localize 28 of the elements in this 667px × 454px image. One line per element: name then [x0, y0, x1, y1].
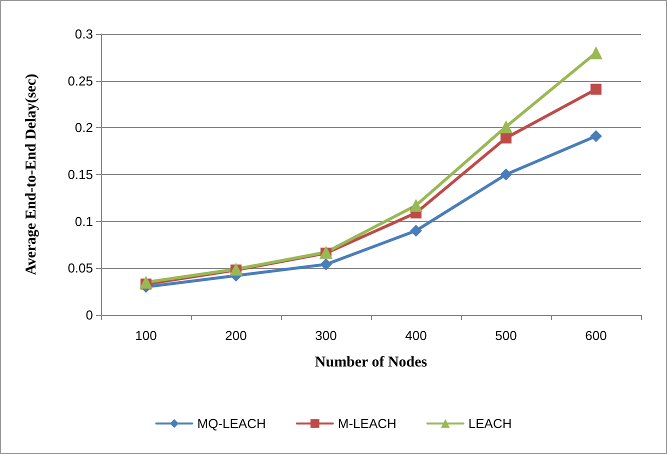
x-tick-label: 100	[135, 328, 157, 343]
y-axis-title: Average End-to-End Delay(sec)	[24, 74, 40, 276]
point	[590, 84, 602, 95]
x-tick-label: 500	[495, 328, 517, 343]
point	[140, 276, 152, 289]
y-tick-label: 0	[86, 308, 93, 322]
point	[320, 258, 332, 270]
y-tick-label: 0.3	[74, 26, 93, 42]
x-tick-label: 400	[405, 328, 427, 343]
point	[410, 198, 422, 212]
point	[500, 120, 512, 134]
y-tick-label: 0.15	[68, 167, 93, 182]
legend-label: M-LEACH	[338, 416, 396, 431]
point	[500, 132, 512, 144]
point	[590, 46, 602, 60]
y-tick-label: 0.25	[68, 73, 93, 88]
y-tick-label: 0.2	[74, 120, 93, 136]
x-tick-label: 200	[225, 328, 247, 343]
legend-label: MQ-LEACH	[197, 416, 266, 431]
x-axis-title: Number of Nodes	[314, 354, 428, 370]
y-tick-label: 0.05	[68, 260, 93, 276]
point	[500, 168, 512, 180]
point	[410, 224, 422, 237]
legend-label: LEACH	[468, 416, 512, 431]
point	[590, 130, 602, 142]
y-tick-label: 0.1	[74, 214, 93, 229]
x-tick-label: 600	[585, 328, 607, 343]
x-tick-label: 300	[315, 328, 337, 343]
